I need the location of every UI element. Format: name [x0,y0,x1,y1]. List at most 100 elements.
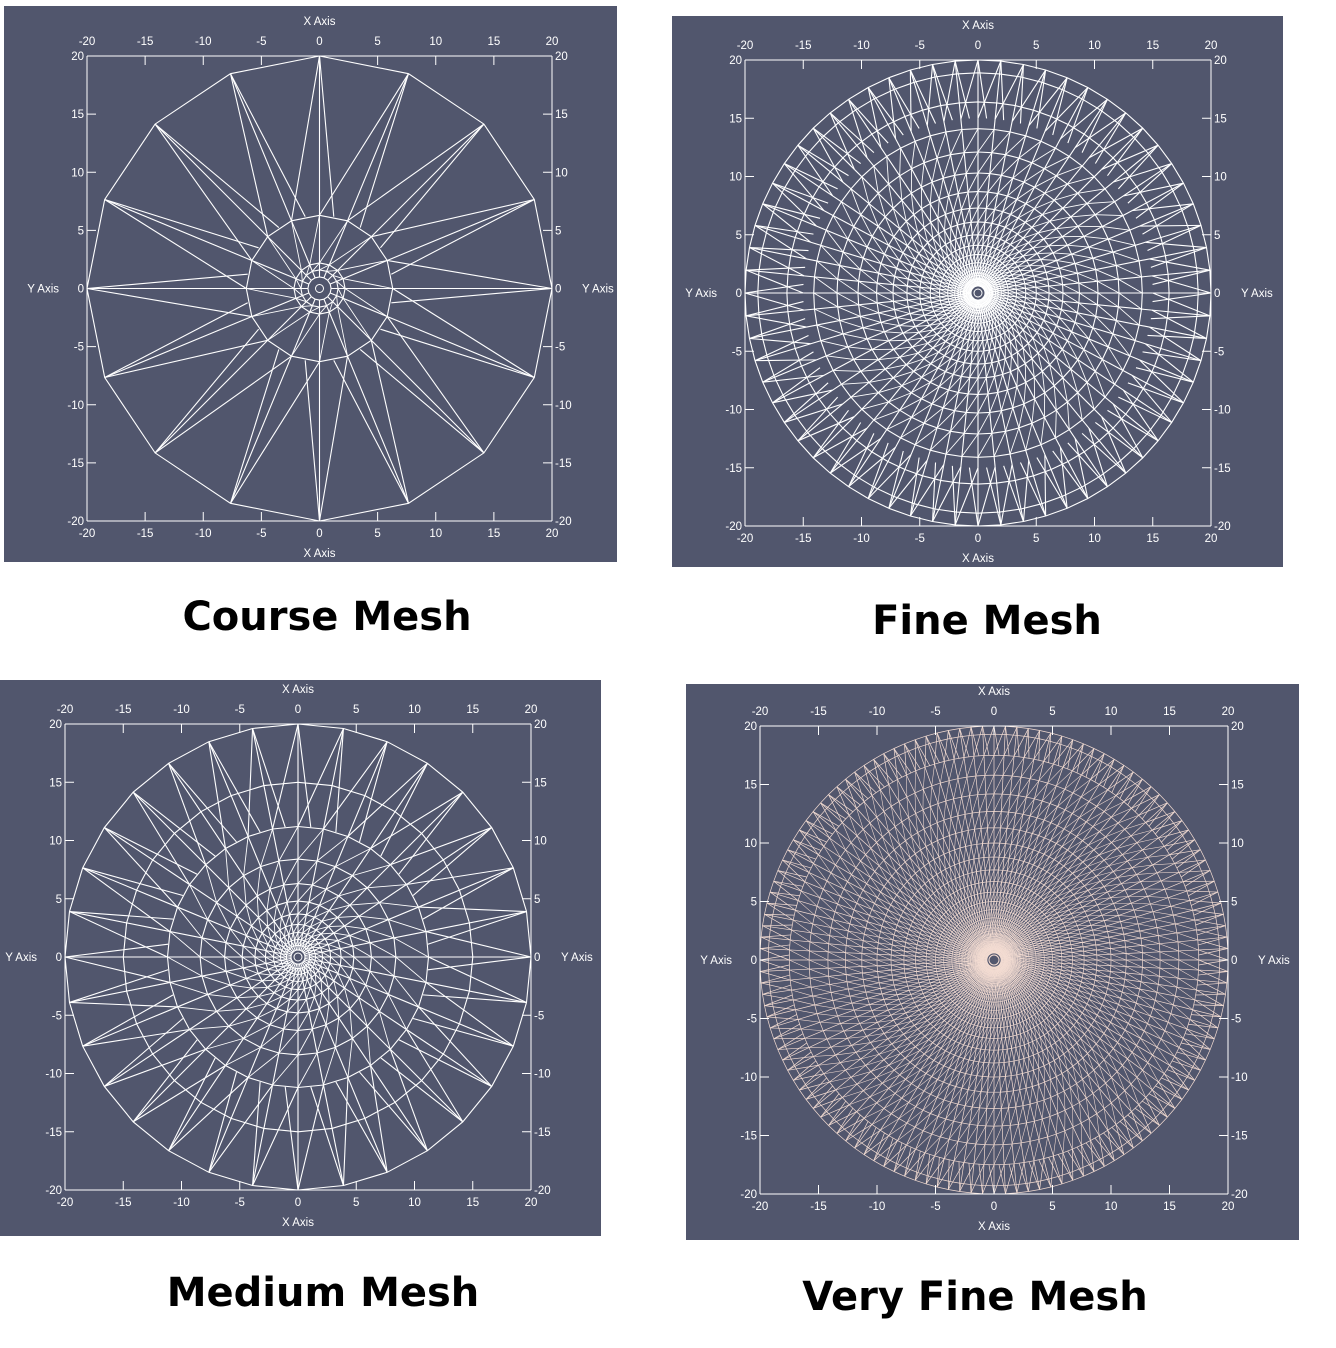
mesh-edge [1044,77,1068,132]
mesh-diagonal [1015,968,1021,973]
mesh-diagonal [987,881,991,893]
mesh-diagonal [1035,286,1050,294]
mesh-spoke [1000,900,1191,959]
mesh-diagonal [915,1094,931,1107]
mesh-diagonal [1040,994,1047,1004]
mesh-diagonal [861,953,878,961]
mesh-diagonal [841,201,855,227]
mesh-diagonal [927,1015,939,1021]
mesh-diagonal [967,897,970,908]
mesh-diagonal [891,875,901,891]
mesh-diagonal [973,922,977,930]
mesh-diagonal [814,308,840,321]
mesh-diagonal [280,971,289,975]
mesh-spoke [934,966,993,1157]
mesh-diagonal [992,989,995,996]
mesh-diagonal [996,1001,999,1011]
mesh-diagonal [945,945,954,951]
mesh-diagonal [329,236,372,266]
mesh-diagonal [991,978,994,984]
mesh-diagonal [906,1109,924,1124]
mesh-diagonal [1018,1012,1021,1023]
mesh-diagonal [962,944,968,950]
mesh-diagonal [967,278,972,285]
mesh-ring [307,276,332,301]
mesh-diagonal [928,1000,940,1004]
mesh-edge [1178,1047,1201,1071]
mesh-diagonal [932,877,938,891]
mesh-diagonal [979,310,982,317]
course-mesh-plot: -20-20-15-15-10-10-5-5005510101515202020… [4,6,617,562]
mesh-edge [1033,730,1040,760]
mesh-edge [1134,1108,1160,1126]
mesh-diagonal [1063,1017,1071,1030]
mesh-edge [978,1164,983,1194]
mesh-edge [1076,1146,1095,1172]
mesh-diagonal [940,262,947,272]
mesh-diagonal [989,994,993,1003]
mesh-diagonal [997,374,1004,393]
mesh-diagonal [365,928,395,939]
mesh-edge [1145,241,1207,249]
mesh-diagonal [1005,1026,1008,1038]
mesh-diagonal [1049,1015,1055,1027]
mesh-diagonal [890,1012,906,1016]
mesh-diagonal [926,953,936,958]
mesh-diagonal [987,1076,995,1093]
mesh-diagonal [1041,974,1050,980]
mesh-edge [1148,802,1168,827]
mesh-diagonal [1052,962,1062,967]
mesh-diagonal [251,260,295,289]
mesh-diagonal [981,965,986,967]
mesh-diagonal [948,909,953,919]
mesh-diagonal [280,959,288,962]
mesh-diagonal [980,940,984,946]
mesh-diagonal [980,857,985,871]
mesh-diagonal [300,270,303,282]
mesh-diagonal [228,887,238,917]
mesh-diagonal [1147,1023,1162,1040]
mesh-diagonal [267,944,275,953]
mesh-diagonal [895,929,907,939]
mesh-diagonal [307,929,317,935]
mesh-diagonal [322,956,331,964]
mesh-diagonal [991,279,998,283]
mesh-diagonal [1002,756,1015,776]
mesh-diagonal [1043,806,1058,821]
mesh-edge [863,1135,889,1155]
mesh-diagonal [1014,969,1020,975]
mesh-diagonal [830,872,845,890]
mesh-diagonal [1031,147,1056,164]
mesh-diagonal [1070,1029,1077,1043]
mesh-diagonal [267,969,278,972]
mesh-diagonal [973,245,979,255]
mesh-diagonal [1012,964,1017,968]
mesh-diagonal [948,993,957,998]
mesh-diagonal [1022,253,1038,257]
mesh-diagonal [997,947,1001,951]
mesh-edge [1028,69,1047,126]
mesh-diagonal [1154,1000,1172,1014]
mesh-diagonal [915,955,927,961]
mesh-diagonal [1033,309,1044,321]
mesh-edge [1198,959,1228,972]
mesh-edge [764,913,795,916]
mesh-diagonal [947,255,952,266]
mesh-diagonal [344,925,366,930]
mesh-edge [1027,728,1030,759]
mesh-edge [230,361,320,504]
mesh-diagonal [1001,775,1013,795]
mesh-diagonal [878,356,900,361]
mesh-diagonal [973,977,979,981]
mesh-spoke [979,125,1030,287]
mesh-diagonal [1108,1054,1118,1072]
mesh-edge [1184,870,1211,887]
mesh-diagonal [1050,828,1065,841]
mesh-diagonal [1159,976,1178,988]
mesh-diagonal [961,972,968,974]
mesh-diagonal [986,1092,995,1109]
x-tick-label-top: 20 [546,36,559,48]
mesh-diagonal [960,290,967,294]
mesh-diagonal [1038,996,1045,1006]
mesh-edge [1135,182,1184,219]
